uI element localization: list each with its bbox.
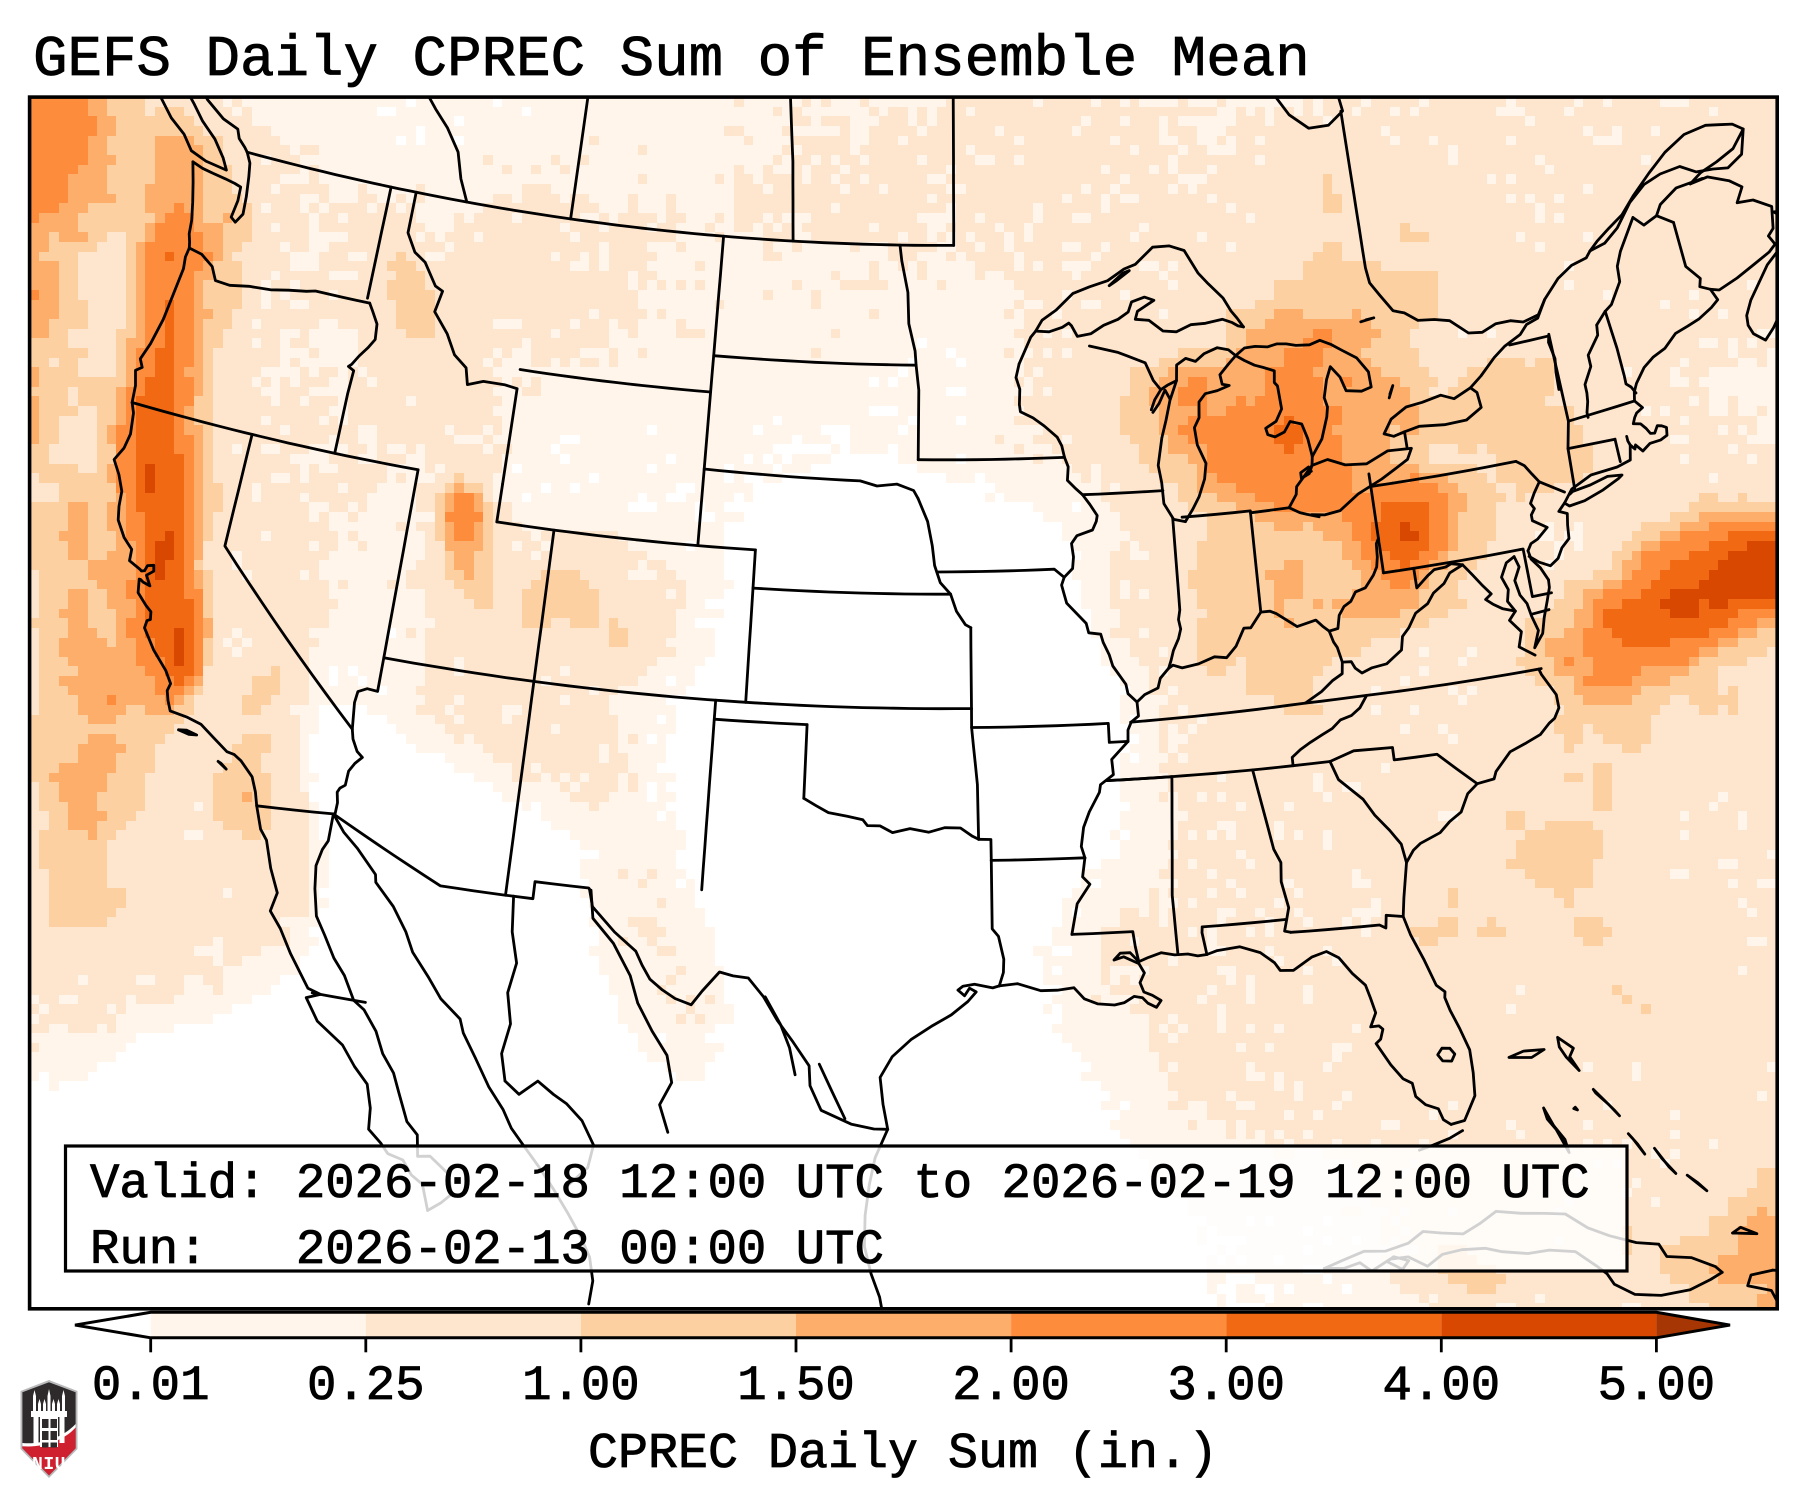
svg-text:Valid: 2026-02-18 12:00 UTC to: Valid: 2026-02-18 12:00 UTC to 2026-02-1… [90, 1156, 1590, 1212]
svg-text:2.00: 2.00 [952, 1358, 1070, 1414]
svg-text:5.00: 5.00 [1598, 1358, 1716, 1414]
svg-text:GEFS Daily CPREC Sum of Ensemb: GEFS Daily CPREC Sum of Ensemble Mean [33, 28, 1310, 93]
svg-text:4.00: 4.00 [1382, 1358, 1500, 1414]
svg-text:3.00: 3.00 [1167, 1358, 1285, 1414]
svg-text:CPREC Daily Sum (in.): CPREC Daily Sum (in.) [588, 1426, 1218, 1483]
svg-text:NIU: NIU [32, 1455, 66, 1475]
svg-text:0.01: 0.01 [92, 1358, 210, 1414]
svg-text:0.25: 0.25 [307, 1358, 425, 1414]
svg-text:Run: 2026-02-13 00:00 UTC: Run: 2026-02-13 00:00 UTC [90, 1222, 884, 1278]
svg-text:1.50: 1.50 [737, 1358, 855, 1414]
svg-text:1.00: 1.00 [522, 1358, 640, 1414]
